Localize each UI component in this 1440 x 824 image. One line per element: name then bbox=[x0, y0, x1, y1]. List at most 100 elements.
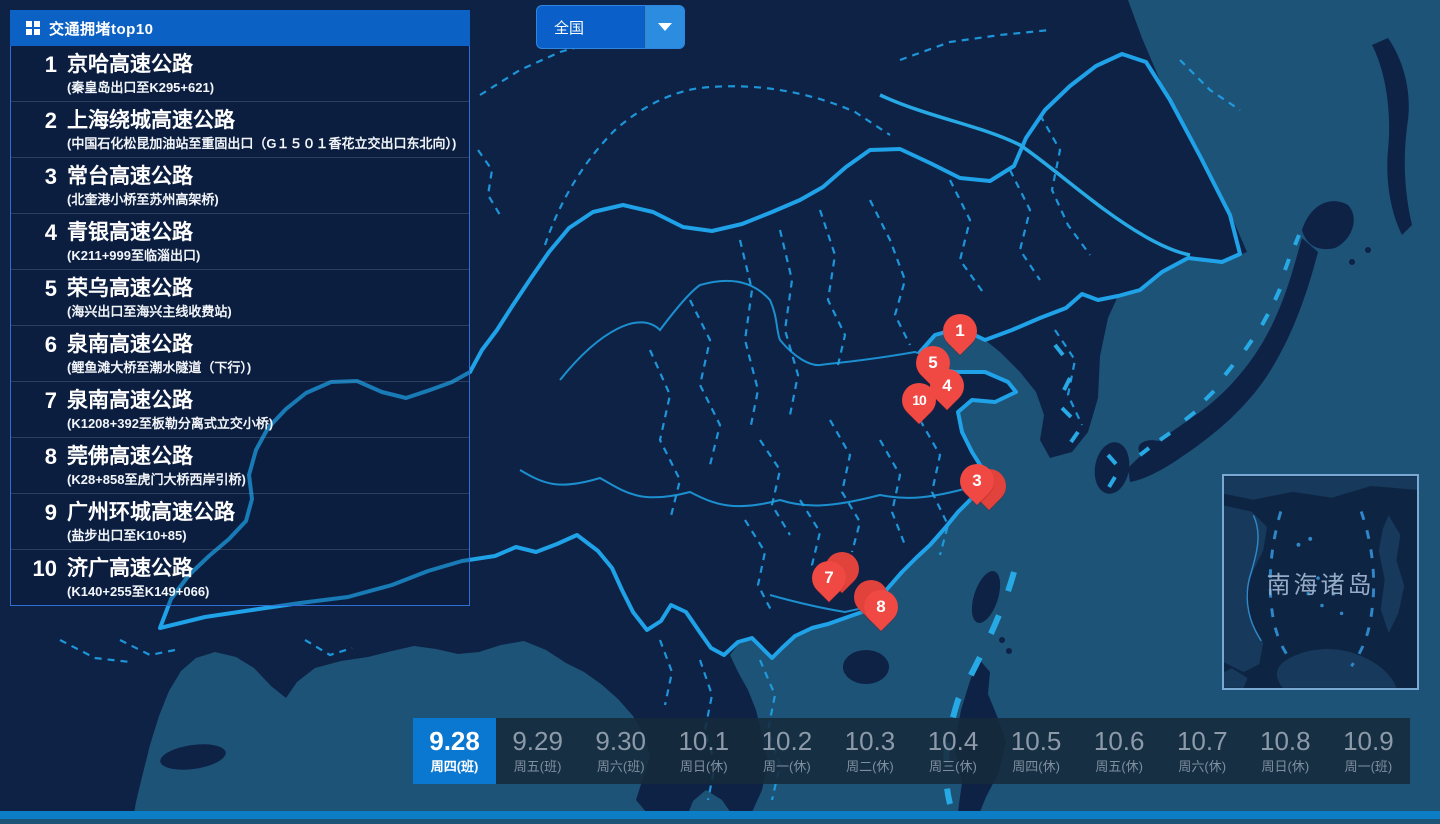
date-weekday: 周五(休) bbox=[1095, 759, 1143, 774]
road-section: (中国石化松昆加油站至重固出口（G１５０１香花立交出口东北向）) bbox=[67, 136, 457, 151]
date-tab[interactable]: 9.29 周五(班) bbox=[496, 718, 579, 784]
map-pin[interactable]: 8 bbox=[856, 582, 906, 632]
japan-korea-marks bbox=[1053, 234, 1301, 489]
road-section: (盐步出口至K10+85) bbox=[67, 528, 187, 543]
road-info: 泉南高速公路 (K1208+392至板勒分离式立交小桥) bbox=[67, 387, 273, 433]
road-info: 上海绕城高速公路 (中国石化松昆加油站至重固出口（G１５０１香花立交出口东北向）) bbox=[67, 107, 456, 153]
date-weekday: 周一(班) bbox=[1344, 759, 1393, 774]
date-number: 10.3 bbox=[844, 726, 896, 756]
date-weekday: 周六(班) bbox=[596, 759, 645, 774]
top10-list-item[interactable]: 5 荣乌高速公路 (海兴出口至海兴主线收费站) bbox=[11, 270, 469, 326]
date-number: 9.30 bbox=[595, 726, 646, 756]
region-dropdown[interactable]: 全国 bbox=[536, 5, 685, 49]
rank-number: 4 bbox=[44, 220, 57, 245]
road-info: 广州环城高速公路 (盐步出口至K10+85) bbox=[67, 499, 235, 545]
grid-icon bbox=[26, 21, 40, 35]
road-info: 常台高速公路 (北奎港小桥至苏州高架桥) bbox=[67, 163, 219, 209]
map-pin[interactable]: 3 bbox=[952, 456, 1002, 506]
map-pin[interactable]: 7 bbox=[804, 553, 854, 603]
rank-number: 7 bbox=[44, 388, 57, 413]
date-weekday: 周六(休) bbox=[1178, 759, 1227, 774]
road-info: 青银高速公路 (K211+999至临淄出口) bbox=[67, 219, 200, 265]
inset-label: 南海诸岛 bbox=[1266, 571, 1375, 599]
inset-map bbox=[1224, 476, 1417, 688]
top10-list-item[interactable]: 2 上海绕城高速公路 (中国石化松昆加油站至重固出口（G１５０１香花立交出口东北向）… bbox=[11, 102, 469, 158]
road-info: 泉南高速公路 (鲤鱼滩大桥至潮水隧道（下行）) bbox=[67, 331, 251, 377]
rank-number: 6 bbox=[44, 332, 57, 357]
rank-number: 5 bbox=[44, 276, 57, 301]
top10-list-item[interactable]: 10 济广高速公路 (K140+255至K149+066) bbox=[11, 550, 469, 605]
date-number: 10.7 bbox=[1176, 726, 1228, 756]
date-weekday: 周三(休) bbox=[929, 759, 977, 774]
dropdown-arrow-button[interactable] bbox=[644, 6, 684, 48]
top10-list-item[interactable]: 4 青银高速公路 (K211+999至临淄出口) bbox=[11, 214, 469, 270]
top10-list-item[interactable]: 6 泉南高速公路 (鲤鱼滩大桥至潮水隧道（下行）) bbox=[11, 326, 469, 382]
road-section: (K28+858至虎门大桥西岸引桥) bbox=[67, 472, 246, 487]
top10-list-item[interactable]: 7 泉南高速公路 (K1208+392至板勒分离式立交小桥) bbox=[11, 382, 469, 438]
congestion-top10-panel: 交通拥堵top10 1 京哈高速公路 (秦皇岛出口至K295+621) 2 上海绕城高速… bbox=[10, 10, 470, 606]
date-number: 10.8 bbox=[1260, 726, 1311, 756]
road-section: (K140+255至K149+066) bbox=[67, 584, 210, 599]
road-info: 荣乌高速公路 (海兴出口至海兴主线收费站) bbox=[67, 275, 232, 321]
date-tab[interactable]: 10.8 周日(休) bbox=[1244, 718, 1327, 784]
date-number: 9.28 bbox=[429, 726, 480, 756]
asia-landmass bbox=[0, 0, 1247, 819]
map-pin[interactable]: 10 bbox=[894, 375, 944, 425]
date-tab[interactable]: 10.9 周一(班) bbox=[1327, 718, 1410, 784]
amur-river bbox=[879, 93, 1191, 257]
top10-list-item[interactable]: 9 广州环城高速公路 (盐步出口至K10+85) bbox=[11, 494, 469, 550]
rank-number: 10 bbox=[32, 556, 57, 581]
date-weekday: 周一(休) bbox=[763, 759, 811, 774]
top10-list-item[interactable]: 8 莞佛高速公路 (K28+858至虎门大桥西岸引桥) bbox=[11, 438, 469, 494]
date-weekday: 周日(休) bbox=[679, 759, 728, 774]
road-name: 济广高速公路 bbox=[67, 557, 193, 580]
date-tab[interactable]: 10.7 周六(休) bbox=[1161, 718, 1244, 784]
road-section: (鲤鱼滩大桥至潮水隧道（下行）) bbox=[67, 360, 252, 375]
china-border bbox=[158, 52, 1242, 660]
date-weekday: 周日(休) bbox=[1261, 759, 1310, 774]
rank-number: 9 bbox=[44, 500, 57, 525]
south-china-sea-inset: 南海诸岛 bbox=[1222, 474, 1419, 690]
pin-label: 3 bbox=[972, 471, 982, 490]
road-section: (K1208+392至板勒分离式立交小桥) bbox=[67, 416, 274, 431]
dashed-borders bbox=[59, 28, 1241, 801]
rank-number: 3 bbox=[44, 164, 57, 189]
date-tab[interactable]: 10.2 周一(休) bbox=[745, 718, 828, 784]
date-tab[interactable]: 9.30 周六(班) bbox=[579, 718, 662, 784]
date-number: 10.1 bbox=[678, 726, 730, 756]
road-name: 京哈高速公路 bbox=[67, 53, 193, 76]
panel-header: 交通拥堵top10 bbox=[10, 10, 470, 46]
pin-label: 10 bbox=[912, 392, 926, 408]
date-number: 10.9 bbox=[1343, 726, 1394, 756]
rivers bbox=[519, 279, 986, 614]
date-selector-bar: 9.28 周四(班) 9.29 周五(班) 9.30 周六(班) 10.1 周日(休) 10.2… bbox=[413, 718, 1410, 784]
date-tab[interactable]: 10.5 周四(休) bbox=[995, 718, 1078, 784]
bottom-strip bbox=[0, 811, 1440, 819]
panel-title: 交通拥堵top10 bbox=[49, 20, 154, 38]
road-section: (北奎港小桥至苏州高架桥) bbox=[67, 192, 219, 207]
date-number: 10.6 bbox=[1093, 726, 1145, 756]
rank-number: 2 bbox=[44, 108, 57, 133]
road-section: (海兴出口至海兴主线收费站) bbox=[67, 304, 232, 319]
date-tab[interactable]: 10.4 周三(休) bbox=[911, 718, 994, 784]
top10-list-item[interactable]: 1 京哈高速公路 (秦皇岛出口至K295+621) bbox=[11, 46, 469, 102]
date-tab[interactable]: 10.6 周五(休) bbox=[1078, 718, 1161, 784]
date-number: 10.4 bbox=[927, 726, 979, 756]
date-tab[interactable]: 10.3 周二(休) bbox=[828, 718, 911, 784]
date-weekday: 周五(班) bbox=[513, 759, 562, 774]
road-name: 广州环城高速公路 bbox=[67, 501, 235, 524]
road-name: 荣乌高速公路 bbox=[67, 277, 193, 300]
nine-dash-line bbox=[942, 571, 1017, 805]
top10-list-item[interactable]: 3 常台高速公路 (北奎港小桥至苏州高架桥) bbox=[11, 158, 469, 214]
road-section: (秦皇岛出口至K295+621) bbox=[67, 80, 215, 95]
road-name: 青银高速公路 bbox=[67, 221, 193, 244]
date-tab[interactable]: 9.28 周四(班) bbox=[413, 718, 497, 784]
road-info: 京哈高速公路 (秦皇岛出口至K295+621) bbox=[67, 51, 214, 97]
road-info: 济广高速公路 (K140+255至K149+066) bbox=[67, 555, 209, 601]
date-weekday: 周四(休) bbox=[1012, 759, 1060, 774]
chevron-down-icon bbox=[657, 23, 672, 31]
date-tab[interactable]: 10.1 周日(休) bbox=[662, 718, 745, 784]
date-weekday: 周二(休) bbox=[846, 759, 894, 774]
